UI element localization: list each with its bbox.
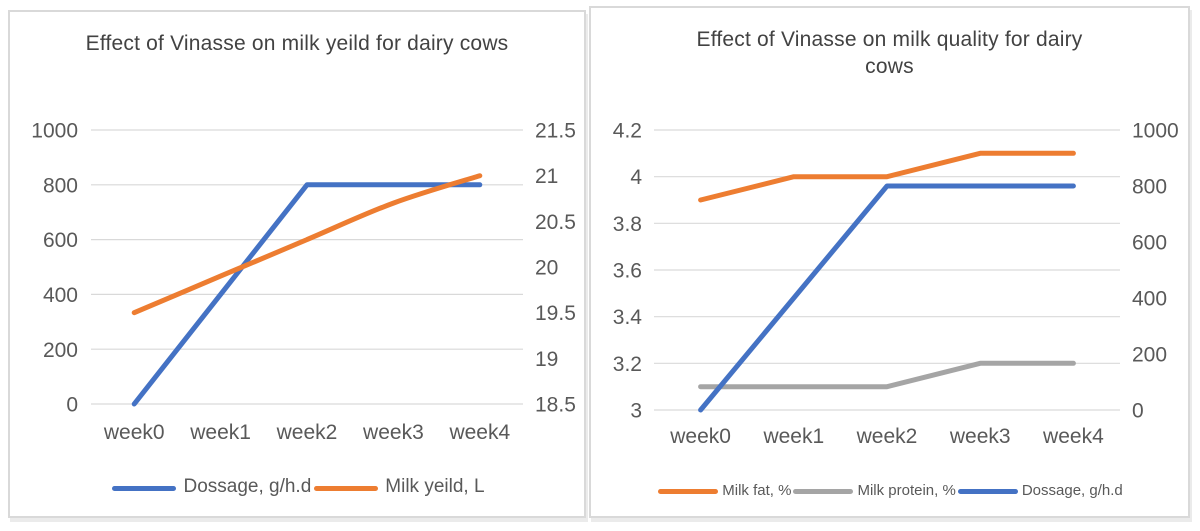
chart-svg: 4.2 4 3.8 3.6 3.4 3.2 3 1000 800 600 400 200 0 week0 w… [613, 120, 1179, 448]
milk-quality-chart-plot-area: 4.2 4 3.8 3.6 3.4 3.2 3 1000 800 600 400 200 0 week0 w… [591, 8, 1188, 516]
legend-line-swatch [112, 485, 177, 491]
y2-axis-tick-label: 21.5 [535, 120, 576, 143]
y2-axis-tick-label: 21 [535, 165, 558, 188]
legend-label: Milk yeild, L [385, 476, 485, 497]
y-axis-tick-label: 3.2 [613, 353, 642, 376]
x-axis-tick-label: week0 [669, 425, 731, 448]
x-axis-tick-label: week3 [362, 421, 424, 444]
legend-label: Milk protein, % [857, 482, 956, 499]
y2-axis-tick-label: 400 [1132, 288, 1167, 311]
chart-svg: 1000 800 600 400 200 0 21.5 21 20.5 20 19.5 19 18.5 w… [31, 120, 576, 444]
legend-item: Milk fat, % [656, 482, 791, 499]
legend-line-swatch [793, 489, 854, 494]
legend-line-swatch [314, 485, 379, 491]
legend-item: Milk protein, % [791, 482, 956, 499]
legend-label: Milk fat, % [722, 482, 792, 499]
y2-axis-tick-label: 20 [535, 257, 558, 280]
x-axis-tick-label: week0 [103, 421, 165, 444]
legend-item: Milk yeild, L [311, 476, 485, 498]
y2-axis-tick-label: 19.5 [535, 302, 576, 325]
x-axis-tick-label: week2 [856, 425, 918, 448]
y2-axis-tick-label: 0 [1132, 400, 1144, 423]
y2-axis-tick-label: 1000 [1132, 120, 1179, 143]
series-line-dossage-g-h-d [131, 182, 483, 407]
x-axis-tick-label: week3 [949, 425, 1011, 448]
y2-axis-tick-label: 18.5 [535, 394, 576, 417]
legend-item: Dossage, g/h.d [956, 482, 1123, 499]
y2-axis-tick-label: 600 [1132, 232, 1167, 255]
y-axis-tick-label: 3.4 [613, 306, 643, 329]
legend-line-swatch [957, 489, 1018, 494]
series-line-milk-yeild-l [131, 173, 483, 316]
legend-label: Dossage, g/h.d [1021, 482, 1123, 499]
series-line-dossage-g-h-d [698, 183, 1076, 413]
milk-yield-chart-plot-area: 1000 800 600 400 200 0 21.5 21 20.5 20 19.5 19 18.5 w… [10, 12, 584, 516]
x-axis-tick-label: week2 [276, 421, 338, 444]
y-axis-tick-label: 0 [66, 394, 78, 417]
legend-label: Dossage, g/h.d [183, 476, 312, 497]
y-axis-tick-label: 3 [630, 400, 642, 423]
y-axis-tick-label: 4 [630, 166, 642, 189]
series-line-milk-protein [698, 360, 1076, 390]
milk-yield-chart-panel: Effect of Vinasse on milk yeild for dair… [8, 10, 586, 518]
milk-quality-chart-legend: Milk fat, % Milk protein, % Dossage, g/h.d [591, 482, 1188, 499]
x-axis-tick-label: week1 [762, 425, 824, 448]
y2-axis-tick-label: 20.5 [535, 211, 576, 234]
chart-title-milk-quality: Effect of Vinasse on milk quality for da… [696, 28, 1083, 78]
y-axis-tick-label: 3.6 [613, 260, 642, 283]
y-axis-tick-label: 600 [43, 229, 78, 252]
y2-axis-tick-label: 200 [1132, 344, 1167, 367]
milk-quality-chart-panel: Effect of Vinasse on milk quality for da… [589, 6, 1190, 518]
milk-yield-chart-legend: Dossage, g/h.d Milk yeild, L [10, 476, 584, 498]
x-axis-tick-label: week4 [1042, 425, 1104, 448]
y-axis-tick-label: 400 [43, 284, 78, 307]
legend-item: Dossage, g/h.d [109, 476, 311, 498]
y-axis-tick-label: 4.2 [613, 120, 642, 143]
series-line-milk-fat [698, 150, 1076, 203]
y2-axis-tick-label: 19 [535, 348, 558, 371]
y2-axis-tick-label: 800 [1132, 176, 1167, 199]
legend-line-swatch [658, 489, 719, 494]
chart-title-milk-yield: Effect of Vinasse on milk yeild for dair… [85, 32, 509, 55]
y-axis-tick-label: 3.8 [613, 213, 642, 236]
y-axis-tick-label: 1000 [31, 120, 78, 143]
y-axis-tick-label: 800 [43, 174, 78, 197]
x-axis-tick-label: week4 [448, 421, 510, 444]
y-axis-tick-label: 200 [43, 339, 78, 362]
x-axis-tick-label: week1 [189, 421, 251, 444]
